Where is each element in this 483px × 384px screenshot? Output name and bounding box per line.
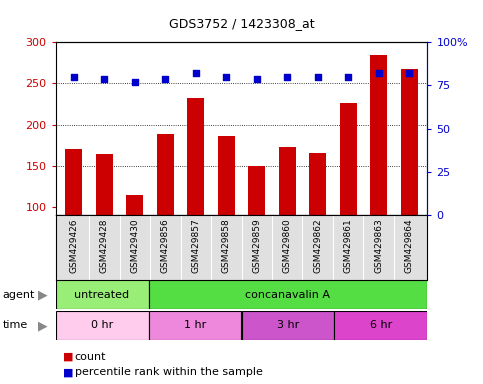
Bar xyxy=(157,134,174,289)
Text: GSM429430: GSM429430 xyxy=(130,218,139,273)
Text: GSM429428: GSM429428 xyxy=(100,218,109,273)
Point xyxy=(161,76,169,82)
Bar xyxy=(149,311,242,340)
Bar xyxy=(340,103,356,289)
Text: 3 hr: 3 hr xyxy=(277,320,299,331)
Point xyxy=(100,76,108,82)
Text: GSM429858: GSM429858 xyxy=(222,218,231,273)
Bar xyxy=(187,98,204,289)
Point xyxy=(375,70,383,76)
Text: 1 hr: 1 hr xyxy=(184,320,206,331)
Point xyxy=(405,70,413,76)
Point xyxy=(314,74,322,80)
Bar xyxy=(309,153,326,289)
Bar xyxy=(242,311,334,340)
Bar xyxy=(334,311,427,340)
Text: time: time xyxy=(2,320,28,331)
Point xyxy=(344,74,352,80)
Bar xyxy=(149,280,427,309)
Text: GDS3752 / 1423308_at: GDS3752 / 1423308_at xyxy=(169,17,314,30)
Point xyxy=(253,76,261,82)
Text: GSM429859: GSM429859 xyxy=(252,218,261,273)
Text: percentile rank within the sample: percentile rank within the sample xyxy=(75,367,263,377)
Text: ■: ■ xyxy=(63,367,73,377)
Text: GSM429856: GSM429856 xyxy=(161,218,170,273)
Bar xyxy=(401,69,417,289)
Text: ■: ■ xyxy=(63,352,73,362)
Text: GSM429860: GSM429860 xyxy=(283,218,292,273)
Text: ▶: ▶ xyxy=(38,288,47,301)
Point xyxy=(284,74,291,80)
Bar xyxy=(248,166,265,289)
Text: agent: agent xyxy=(2,290,35,300)
Bar xyxy=(96,154,113,289)
Point xyxy=(70,74,78,80)
Text: GSM429862: GSM429862 xyxy=(313,218,322,273)
Bar xyxy=(56,280,149,309)
Bar xyxy=(218,136,235,289)
Text: 0 hr: 0 hr xyxy=(91,320,113,331)
Text: ▶: ▶ xyxy=(38,319,47,332)
Text: concanavalin A: concanavalin A xyxy=(245,290,330,300)
Text: GSM429426: GSM429426 xyxy=(70,218,78,273)
Bar xyxy=(279,147,296,289)
Point xyxy=(192,70,199,76)
Text: 6 hr: 6 hr xyxy=(370,320,392,331)
Point xyxy=(222,74,230,80)
Bar xyxy=(127,195,143,289)
Bar xyxy=(66,149,82,289)
Text: untreated: untreated xyxy=(74,290,129,300)
Text: GSM429857: GSM429857 xyxy=(191,218,200,273)
Bar xyxy=(370,55,387,289)
Text: GSM429861: GSM429861 xyxy=(344,218,353,273)
Bar xyxy=(56,311,149,340)
Point xyxy=(131,79,139,85)
Text: GSM429863: GSM429863 xyxy=(374,218,383,273)
Text: GSM429864: GSM429864 xyxy=(405,218,413,273)
Text: count: count xyxy=(75,352,106,362)
